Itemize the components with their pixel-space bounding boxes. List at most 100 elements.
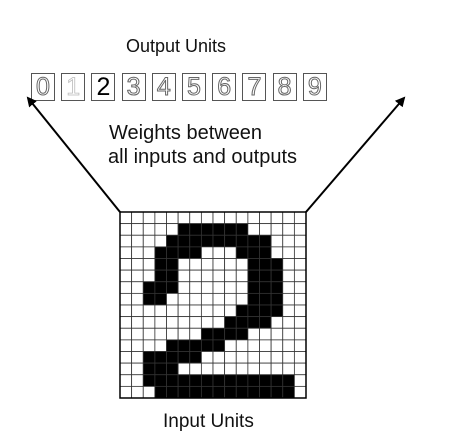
input-unit-on [154, 269, 167, 283]
input-unit-on [247, 316, 260, 329]
input-unit-off [293, 269, 307, 283]
input-unit-on [177, 234, 191, 248]
input-unit-off [131, 223, 144, 236]
input-unit-off [142, 211, 156, 225]
input-unit-off [224, 211, 237, 225]
input-unit-off [293, 327, 307, 341]
input-unit-off [119, 339, 133, 352]
input-unit-on [177, 351, 191, 364]
input-unit-off [177, 304, 191, 318]
input-unit-on [247, 292, 260, 306]
input-unit-off [142, 327, 156, 341]
input-unit-off [270, 362, 284, 376]
input-unit-off [282, 234, 295, 248]
input-unit-on [177, 339, 191, 352]
input-unit-on [235, 374, 249, 387]
input-unit-off [200, 351, 214, 364]
input-unit-on [142, 292, 156, 306]
input-unit-off [212, 304, 226, 318]
input-unit-off [247, 339, 260, 352]
output-unit-digit: 9 [307, 72, 322, 101]
input-unit-on [224, 327, 237, 341]
input-unit-off [224, 292, 237, 306]
input-unit-off [247, 351, 260, 364]
output-unit-1: 1 [61, 72, 86, 101]
input-unit-off [282, 269, 295, 283]
input-unit-off [212, 351, 226, 364]
output-unit-9: 9 [302, 72, 327, 101]
input-unit-off [224, 281, 237, 294]
input-unit-off [142, 246, 156, 259]
output-unit-digit: 7 [247, 72, 262, 101]
input-unit-off [154, 211, 167, 225]
input-unit-off [259, 327, 272, 341]
input-unit-off [119, 385, 133, 399]
input-unit-off [142, 304, 156, 318]
input-unit-off [293, 351, 307, 364]
input-unit-off [270, 223, 284, 236]
input-unit-off [200, 269, 214, 283]
input-unit-off [235, 211, 249, 225]
input-unit-on [247, 234, 260, 248]
input-unit-off [142, 316, 156, 329]
output-unit-6: 6 [212, 73, 237, 101]
input-unit-off [235, 339, 249, 352]
input-unit-off [177, 281, 191, 294]
input-unit-off [224, 258, 237, 271]
input-unit-off [119, 304, 133, 318]
input-unit-on [259, 385, 272, 399]
input-unit-off [293, 316, 307, 329]
input-unit-on [166, 281, 179, 294]
input-unit-on [270, 258, 284, 271]
input-unit-off [282, 316, 295, 329]
input-unit-off [177, 211, 191, 225]
input-unit-on [212, 374, 226, 387]
output-unit-3: 3 [121, 72, 146, 101]
output-unit-digit: 3 [126, 72, 141, 101]
input-unit-on [177, 374, 191, 387]
input-unit-off [200, 246, 214, 259]
output-unit-digit: 1 [66, 72, 81, 101]
input-unit-on [189, 234, 202, 248]
input-unit-off [282, 339, 295, 352]
input-unit-off [189, 304, 202, 318]
output-unit-2: 2 [91, 73, 116, 101]
input-unit-off [189, 327, 202, 341]
input-unit-on [166, 246, 179, 259]
input-unit-off [119, 374, 133, 387]
input-unit-off [154, 304, 167, 318]
input-unit-off [119, 351, 133, 364]
input-unit-off [224, 246, 237, 259]
output-units-title: Output Units [126, 36, 227, 56]
input-unit-off [119, 327, 133, 341]
input-unit-off [119, 246, 133, 259]
input-unit-off [212, 281, 226, 294]
input-unit-on [212, 234, 226, 248]
input-unit-off [247, 362, 260, 376]
input-unit-off [224, 269, 237, 283]
input-unit-off [270, 316, 284, 329]
input-unit-off [154, 339, 167, 352]
input-unit-on [247, 246, 260, 259]
output-unit-4: 4 [151, 73, 176, 101]
input-unit-off [293, 258, 307, 271]
input-unit-off [189, 362, 202, 376]
input-unit-on [247, 385, 260, 399]
input-unit-off [200, 316, 214, 329]
input-unit-off [235, 281, 249, 294]
input-unit-off [119, 362, 133, 376]
input-unit-on [142, 351, 156, 364]
input-unit-on [224, 385, 237, 399]
input-unit-off [235, 351, 249, 364]
input-unit-on [259, 292, 272, 306]
input-unit-off [200, 211, 214, 225]
input-unit-off [177, 269, 191, 283]
input-unit-off [189, 258, 202, 271]
input-unit-off [131, 362, 144, 376]
input-unit-on [247, 281, 260, 294]
input-unit-off [212, 362, 226, 376]
input-unit-on [224, 223, 237, 236]
input-unit-on [224, 374, 237, 387]
output-unit-digit: 0 [36, 72, 51, 101]
input-unit-off [166, 211, 179, 225]
